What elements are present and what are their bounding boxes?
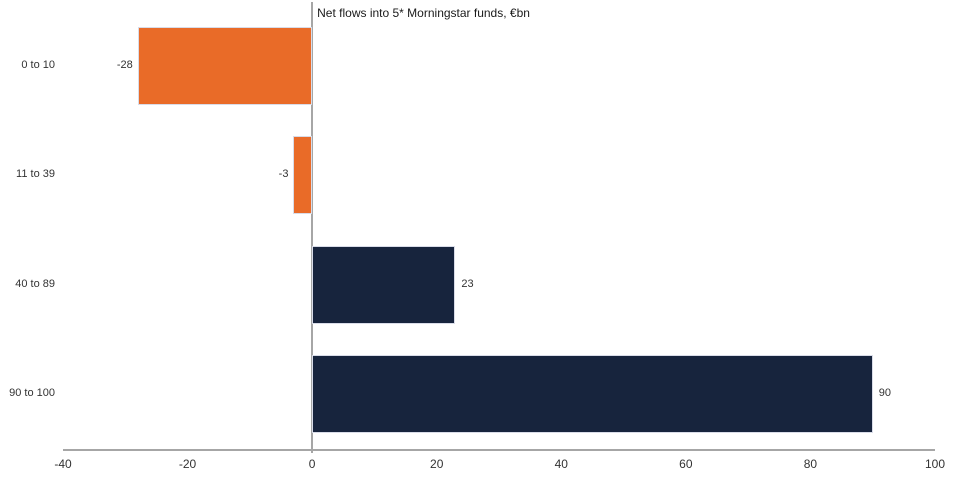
bar-90-to-100: [312, 355, 873, 434]
zero-axis-line: [311, 2, 314, 453]
category-label: 90 to 100: [9, 387, 55, 400]
value-label: 90: [878, 387, 891, 400]
x-axis-tick-label: 0: [308, 457, 316, 471]
plot-area: [63, 11, 935, 451]
value-label: -28: [116, 58, 133, 71]
bar-40-to-89: [312, 245, 456, 324]
chart-title: Net flows into 5* Morningstar funds, €bn: [317, 6, 530, 20]
x-axis-tick-label: -20: [178, 457, 197, 471]
category-label: 11 to 39: [16, 168, 55, 181]
x-axis-tick-label: 80: [803, 457, 818, 471]
bar-11-to-39: [293, 136, 313, 215]
x-axis-tick-label: 20: [430, 457, 444, 471]
value-label: -3: [278, 168, 289, 181]
x-axis-tick-label: -40: [54, 457, 72, 471]
bar-0-to-10: [137, 26, 313, 105]
x-axis-tick-label: 40: [554, 457, 568, 471]
value-label: 23: [461, 277, 474, 290]
x-axis-tick-label: 100: [924, 457, 946, 471]
x-axis-tick-label: 60: [679, 457, 693, 471]
category-label: 0 to 10: [21, 58, 55, 71]
category-label: 40 to 89: [15, 277, 55, 290]
